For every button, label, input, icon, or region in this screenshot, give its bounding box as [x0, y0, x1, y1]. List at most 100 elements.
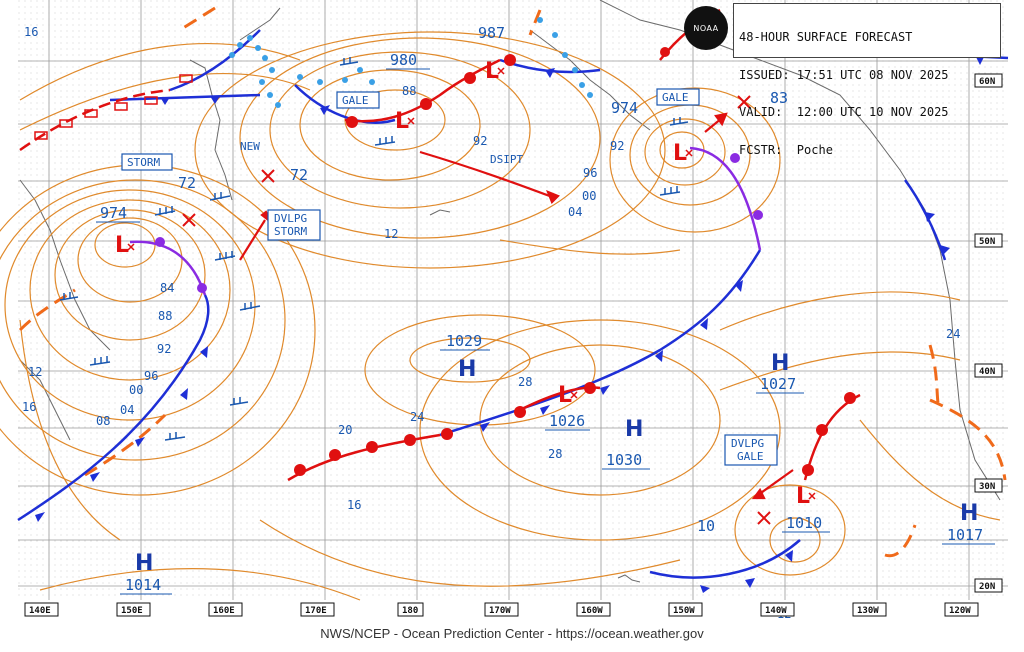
troughs [18, 6, 1007, 558]
wind-barb [659, 186, 681, 196]
latitude-axis: 60N 50N 40N 30N 20N [974, 73, 1003, 593]
center-pressures: 974 980 974 1026 1010 1029 1030 1027 101… [100, 24, 983, 594]
issued-time: ISSUED: 17:51 UTC 08 NOV 2025 [739, 67, 949, 82]
wind-barb [374, 136, 396, 146]
low-symbol: L [558, 383, 572, 408]
wind-barb [154, 206, 176, 216]
isobar-label: 24 [946, 327, 960, 341]
occluded-symbols [155, 153, 763, 293]
low-symbol: L [115, 233, 129, 258]
aleutian-islands [429, 209, 451, 216]
footer-credit: NWS/NCEP - Ocean Prediction Center - htt… [320, 626, 704, 641]
wind-barb [239, 302, 261, 311]
lon-label: 130W [857, 606, 879, 616]
lat-label: 30N [979, 482, 995, 492]
warning-gale: GALE [737, 450, 764, 463]
pressure-label: 1014 [125, 576, 161, 594]
forecast-title: 48-HOUR SURFACE FORECAST [739, 30, 913, 44]
pressure-label: 1027 [760, 375, 796, 393]
low-symbol: L [673, 141, 687, 166]
pressure-label: 980 [390, 51, 417, 69]
longitude-axis: 140E 150E 160E 170E 180 170W 160W 150W 1… [24, 602, 979, 617]
high-symbol: H [625, 417, 643, 442]
isobar-label: 04 [120, 403, 134, 417]
label-new: NEW [240, 140, 260, 153]
valid-time: VALID: 12:00 UTC 10 NOV 2025 [739, 105, 949, 119]
warning-dvlpg: DVLPG [274, 212, 307, 225]
lat-label: 20N [979, 582, 995, 592]
wind-barbs [59, 57, 689, 441]
isobar-label: 00 [129, 383, 143, 397]
hawaii [617, 574, 641, 583]
isobar-label: 04 [568, 205, 582, 219]
isobar-label: 92 [473, 134, 487, 148]
isobar-label: 88 [158, 309, 172, 323]
low-symbol: L [796, 484, 810, 509]
isobar-label: 24 [410, 410, 424, 424]
warm-front-bumps [294, 47, 856, 476]
warning-storm: STORM [274, 225, 307, 238]
isobar-label: 28 [518, 375, 532, 389]
chukotka-coast [239, 7, 281, 41]
lat-label: 40N [979, 367, 995, 377]
lon-label: 150W [673, 606, 695, 616]
pressure-label: 1030 [606, 451, 642, 469]
isobar-label: 88 [402, 84, 416, 98]
kamchatka-coast [189, 59, 233, 201]
low-centers: L L L L L L [115, 59, 810, 509]
annotations: NEW DSIPT 72 72 83 [178, 89, 788, 192]
pressure-label: 1029 [446, 332, 482, 350]
pressure-label: 987 [478, 24, 505, 42]
isobar-label: 00 [582, 189, 596, 203]
lon-label: 140W [765, 606, 787, 616]
high-symbol: H [960, 501, 978, 526]
forecaster: FCSTR: Poche [739, 142, 833, 157]
warning-dvlpg: DVLPG [731, 437, 764, 450]
map-background [18, 0, 1008, 600]
label-dsipt: DSIPT [490, 153, 523, 166]
high-symbol: H [458, 357, 476, 382]
future-pressure: 72 [290, 166, 308, 184]
wind-barb [164, 432, 186, 441]
pressure-underlines [96, 68, 995, 595]
isobar-label: 16 [22, 400, 36, 414]
ice-edge [229, 17, 593, 108]
low-x-marks [127, 67, 816, 500]
pressure-label: 974 [611, 99, 638, 117]
isobars [0, 31, 1001, 601]
future-positions [182, 95, 771, 525]
alaska-peninsula [529, 29, 651, 131]
isobar-label: 12 [384, 227, 398, 241]
lon-label: 150E [121, 606, 143, 616]
warning-boxes: STORM GALE GALE DVLPG STORM DVLPG GALE [121, 88, 778, 466]
future-pressure: 72 [178, 174, 196, 192]
high-centers: H H H H H [135, 351, 978, 576]
wind-barb [669, 117, 689, 126]
low-symbol: L [485, 59, 499, 84]
isobar-label: 12 [28, 365, 42, 379]
pressure-label: 1026 [549, 412, 585, 430]
isobar-label: 28 [548, 447, 562, 461]
lon-label: 160E [213, 606, 235, 616]
lon-label: 120W [949, 606, 971, 616]
isobar-label: 20 [338, 423, 352, 437]
low-symbol: L [395, 109, 409, 134]
isobar-label: 10 [697, 517, 715, 535]
noaa-logo: NOAA [684, 6, 728, 50]
lat-label: 60N [979, 77, 995, 87]
pressure-label: 1017 [947, 526, 983, 544]
track-arrows [239, 112, 794, 500]
lon-label: 180 [402, 606, 418, 616]
isobar-label: 08 [96, 414, 110, 428]
high-symbol: H [771, 351, 789, 376]
isobar-label: 16 [347, 498, 361, 512]
pressure-label: 974 [100, 204, 127, 222]
lon-label: 170E [305, 606, 327, 616]
wind-barb [89, 356, 111, 366]
warning-gale: GALE [662, 91, 689, 104]
isobar-label: 84 [160, 281, 174, 295]
isobar-label: 16 [24, 25, 38, 39]
wind-barb [214, 251, 236, 261]
isobar-label: 96 [583, 166, 597, 180]
